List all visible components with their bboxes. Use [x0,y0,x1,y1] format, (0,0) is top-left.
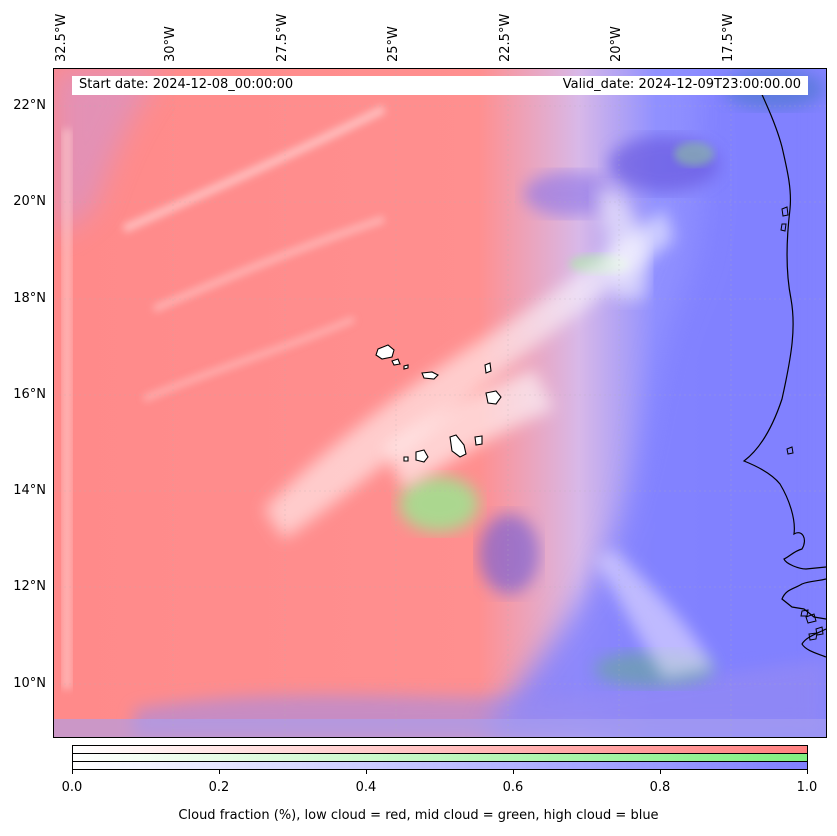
overlap-band [264,209,674,539]
lat-label: 14°N [13,483,46,498]
colorbar-tick [807,770,808,774]
coast-islands [780,206,794,455]
colorbar-high-cloud [73,762,807,769]
colorbar-divider [73,753,807,754]
cloud-fraction-map[interactable] [53,68,827,738]
date-info-box: Start date: 2024-12-08_00:00:00 Valid_da… [72,76,808,95]
high-cloud-nw [54,69,164,239]
overlap-band [142,316,356,402]
africa-coastline [742,76,826,570]
colorbar-tick [366,770,367,774]
colorbar-tick-label: 0.2 [208,780,230,795]
lat-label: 22°N [13,98,46,113]
mid-cloud-patch [674,142,714,166]
high-cloud-band-south [134,659,826,737]
colorbar-tick-label: 0.6 [502,780,524,795]
colorbar-tick-label: 1.0 [796,780,818,795]
lon-label: 17.5°W [721,13,736,62]
colorbar-tick [513,770,514,774]
colorbar-tick [219,770,220,774]
bijagos-islands [800,609,824,641]
start-date-label: Start date: 2024-12-08_00:00:00 [79,77,294,92]
colorbar-divider [73,761,807,762]
colorbar-label: Cloud fraction (%), low cloud = red, mid… [178,808,659,823]
lon-label: 32.5°W [54,13,69,62]
overlap-band [594,549,714,679]
mid-cloud-patch [399,476,479,532]
lon-label: 20°W [609,26,624,62]
colorbar-low-cloud [73,746,807,753]
colorbar-mid-cloud [73,754,807,761]
colorbar-tick-label: 0.0 [61,780,83,795]
overlap-band [594,189,648,299]
lat-label: 18°N [13,291,46,306]
lon-label: 22.5°W [498,13,513,62]
cape-verde-islands [375,344,502,463]
lon-label: 27.5°W [275,13,290,62]
overlap-band [122,105,386,233]
high-cloud-east [484,69,826,737]
valid-date-label: Valid_date: 2024-12-09T23:00:00.00 [562,77,801,92]
colorbar-tick [72,770,73,774]
colorbar [72,745,808,770]
map-canvas [54,69,826,737]
edge-band [62,129,72,689]
colorbar-tick [660,770,661,774]
colorbar-tick-label: 0.4 [355,780,377,795]
lat-label: 12°N [13,579,46,594]
lon-label: 25°W [386,26,401,62]
overlap-band [152,215,386,313]
high-cloud-patch [479,514,539,594]
lat-label: 16°N [13,387,46,402]
lat-label: 10°N [13,676,46,691]
edge-band-bottom [54,719,826,737]
lon-label: 30°W [163,26,178,62]
gridlines [54,69,826,737]
colorbar-tick-label: 0.8 [649,780,671,795]
africa-coastline [781,578,826,620]
lat-label: 20°N [13,194,46,209]
high-cloud-patch [524,172,614,216]
